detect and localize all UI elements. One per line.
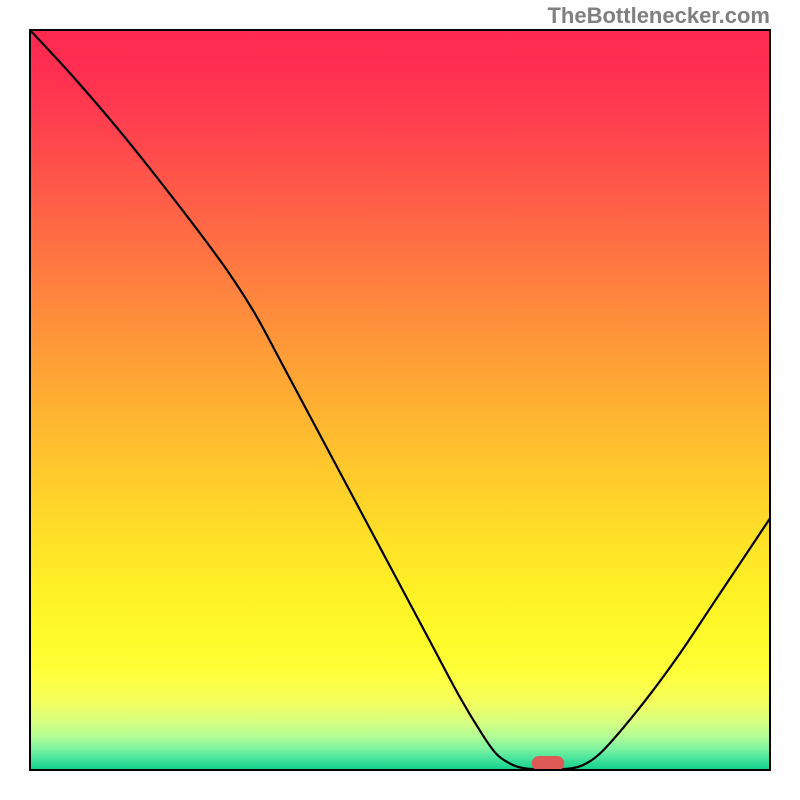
- bottleneck-curve-plot: [0, 0, 800, 800]
- watermark-text: TheBottlenecker.com: [547, 3, 770, 29]
- optimal-point-marker: [532, 756, 565, 771]
- gradient-background: [30, 30, 770, 770]
- chart-container: TheBottlenecker.com: [0, 0, 800, 800]
